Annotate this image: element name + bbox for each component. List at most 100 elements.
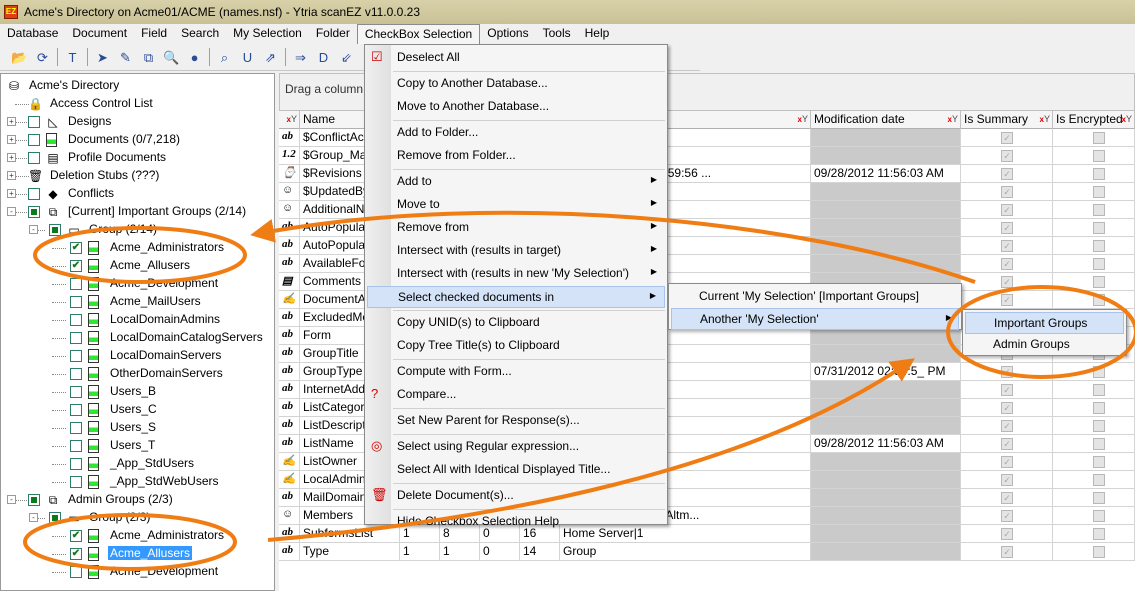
checkbox[interactable] [49,512,61,524]
filter-icon[interactable]: xY [947,114,958,124]
menu-item-add-to-folder[interactable]: Add to Folder... [367,122,665,144]
column-header[interactable]: Modification date xY [811,111,961,129]
search-db-icon[interactable]: 🔍 [163,49,180,65]
column-header[interactable]: xY [560,111,811,129]
menu-help[interactable]: Help [584,26,610,40]
menu-item-move-to[interactable]: Move to ▶ [367,194,665,216]
menu-field[interactable]: Field [141,26,168,40]
menu-item-set-new-parent-for-response-s[interactable]: Set New Parent for Response(s)... [367,410,665,432]
expand-icon[interactable]: + [7,135,16,144]
doc-arrow-icon[interactable]: ➤ [97,49,108,65]
menu-database[interactable]: Database [7,26,59,40]
menu-folder[interactable]: Folder [315,26,350,40]
checkbox[interactable]: ✔ [70,260,82,272]
menu-tools[interactable]: Tools [542,26,571,40]
menu-my-selection[interactable]: My Selection [233,26,302,40]
checkbox[interactable] [70,332,82,344]
menu-item-select-checked-documents-in[interactable]: Select checked documents in ▶ [367,286,665,308]
table-row[interactable]: ab Type 1 1 0 14 Group ✓ [279,543,1135,561]
template-icon[interactable]: T [68,49,77,65]
dxl-export-icon[interactable]: ⇒ [295,49,306,65]
checkbox[interactable] [70,314,82,326]
menu-item-select-using-regular-expression[interactable]: ◎ Select using Regular expression... [367,436,665,458]
tree-item[interactable]: ✔ Acme_Administrators [1,239,273,257]
tree-item[interactable]: ✔ Acme_Allusers [1,545,273,563]
tree-item[interactable]: OtherDomainServers [1,365,273,383]
replicate-icon[interactable]: ⧉ [143,49,154,65]
collapse-icon[interactable]: - [7,495,16,504]
edit-icon[interactable]: ✎ [120,49,131,65]
tree-item[interactable]: ✔ Acme_Administrators [1,527,273,545]
tree-item[interactable]: Acme_Development [1,275,273,293]
menu-item-hide-checkbox-selection-help[interactable]: Hide Checkbox Selection Help [367,511,665,533]
header-type[interactable]: xY [279,111,300,129]
menu-item-remove-from-folder[interactable]: Remove from Folder... [367,145,665,167]
tree-item[interactable]: Users_S [1,419,273,437]
checkbox[interactable] [49,224,61,236]
tree-item[interactable]: 🔒 Access Control List [1,95,273,113]
checkbox[interactable] [28,494,40,506]
menu-item-copy-tree-title-s-to-clipboard[interactable]: Copy Tree Title(s) to Clipboard [367,335,665,357]
menu-options[interactable]: Options [487,26,529,40]
menu-item-intersect-with-results-in-new-my-selection[interactable]: Intersect with (results in new 'My Selec… [367,263,665,285]
column-header[interactable]: Is Encrypted xY [1053,111,1135,129]
checkbox[interactable] [70,278,82,290]
tree-item[interactable]: Users_B [1,383,273,401]
import-icon[interactable]: ⇙ [341,49,352,65]
checkbox[interactable] [70,386,82,398]
tree-item[interactable]: + ◺ Designs [1,113,273,131]
expand-icon[interactable]: + [7,189,16,198]
export-icon[interactable]: ⇗ [265,49,276,65]
menu-item-compute-with-form[interactable]: Compute with Form... [367,361,665,383]
menu-item-intersect-with-results-in-target[interactable]: Intersect with (results in target) ▶ [367,240,665,262]
collapse-icon[interactable]: - [29,225,38,234]
ini-icon[interactable]: ● [190,49,199,65]
menu-item-remove-from[interactable]: Remove from ▶ [367,217,665,239]
menu-document[interactable]: Document [72,26,128,40]
tree-item[interactable]: ✔ Acme_Allusers [1,257,273,275]
menu-item-compare[interactable]: ? Compare... [367,384,665,406]
filter-icon[interactable]: xY [286,114,297,124]
checkbox[interactable] [28,134,40,146]
tree-item[interactable]: - ⧉ Admin Groups (2/3) [1,491,273,509]
tree-item[interactable]: _App_StdWebUsers [1,473,273,491]
checkbox[interactable]: ✔ [70,242,82,254]
collapse-icon[interactable]: - [29,513,38,522]
checkbox[interactable]: ✔ [70,548,82,560]
tree-item[interactable]: + Documents (0/7,218) [1,131,273,149]
checkbox[interactable] [70,368,82,380]
menu-checkbox-selection[interactable]: CheckBox Selection [356,24,481,44]
tree-item[interactable]: Users_C [1,401,273,419]
filter-icon[interactable]: xY [1039,114,1050,124]
tree-item[interactable]: Acme_MailUsers [1,293,273,311]
table-row[interactable]: ab $ConflictAction ✓ [279,129,1135,147]
menu-item-copy-unid-s-to-clipboard[interactable]: Copy UNID(s) to Clipboard [367,312,665,334]
checkbox[interactable] [70,422,82,434]
checkbox[interactable] [28,188,40,200]
checkbox[interactable] [28,116,40,128]
tree-item[interactable]: + ◆ Conflicts [1,185,273,203]
expand-icon[interactable]: + [7,153,16,162]
find-unid-icon[interactable]: ⌕ [220,49,229,65]
menu-item-copy-to-another-database[interactable]: Copy to Another Database... [367,73,665,95]
tree-item[interactable]: - ▭ Group (2/14) [1,221,273,239]
tree-item[interactable]: - ▭ Group (2/3) [1,509,273,527]
expand-icon[interactable]: + [7,171,16,180]
checkbox[interactable] [70,440,82,452]
tree-item[interactable]: Acme_Development [1,563,273,581]
tree-item[interactable]: + ▤ Profile Documents [1,149,273,167]
tree-item[interactable]: _App_StdUsers [1,455,273,473]
checkbox[interactable] [70,350,82,362]
tree-item[interactable]: + 🗑 Deletion Stubs (???) [1,167,273,185]
tree-item[interactable]: LocalDomainCatalogServers [1,329,273,347]
menu-search[interactable]: Search [181,26,220,40]
menu-item-deselect-all[interactable]: ☑ Deselect All [367,47,665,69]
refresh-icon[interactable]: ⟳ [37,49,48,65]
column-header[interactable]: Is Summary xY [961,111,1053,129]
checkbox[interactable] [28,152,40,164]
menu-item-select-all-with-identical-displayed-title[interactable]: Select All with Identical Displayed Titl… [367,459,665,481]
checkbox[interactable] [70,566,82,578]
checkbox[interactable]: ✔ [70,530,82,542]
tree-item[interactable]: LocalDomainAdmins [1,311,273,329]
checkbox[interactable] [70,404,82,416]
